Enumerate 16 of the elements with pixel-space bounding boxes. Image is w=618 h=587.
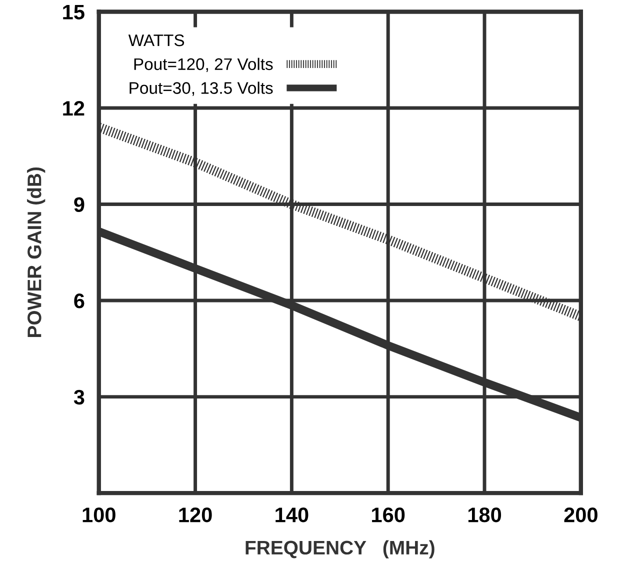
y-tick-label: 15: [63, 4, 84, 20]
x-axis-title: FREQUENCY (MHz): [246, 540, 434, 558]
x-tick-label: 140: [276, 508, 308, 522]
y-axis-title: POWER GAIN (dB): [27, 168, 46, 337]
y-tick-label: 9: [74, 197, 84, 212]
x-tick-label: 160: [372, 508, 405, 522]
x-tick-label: 200: [564, 508, 598, 522]
x-tick-label: 100: [82, 508, 116, 522]
legend-label: Pout=30, 13.5 Volts: [130, 82, 273, 96]
legend-title: WATTS: [128, 34, 184, 46]
legend-label: Pout=120, 27 Volts: [134, 58, 273, 72]
x-tick-label: 180: [468, 508, 502, 522]
y-tick-label: 6: [74, 294, 84, 308]
y-tick-label: 3: [74, 390, 84, 405]
y-tick-label: 12: [63, 101, 84, 116]
x-tick-label: 120: [179, 508, 212, 522]
